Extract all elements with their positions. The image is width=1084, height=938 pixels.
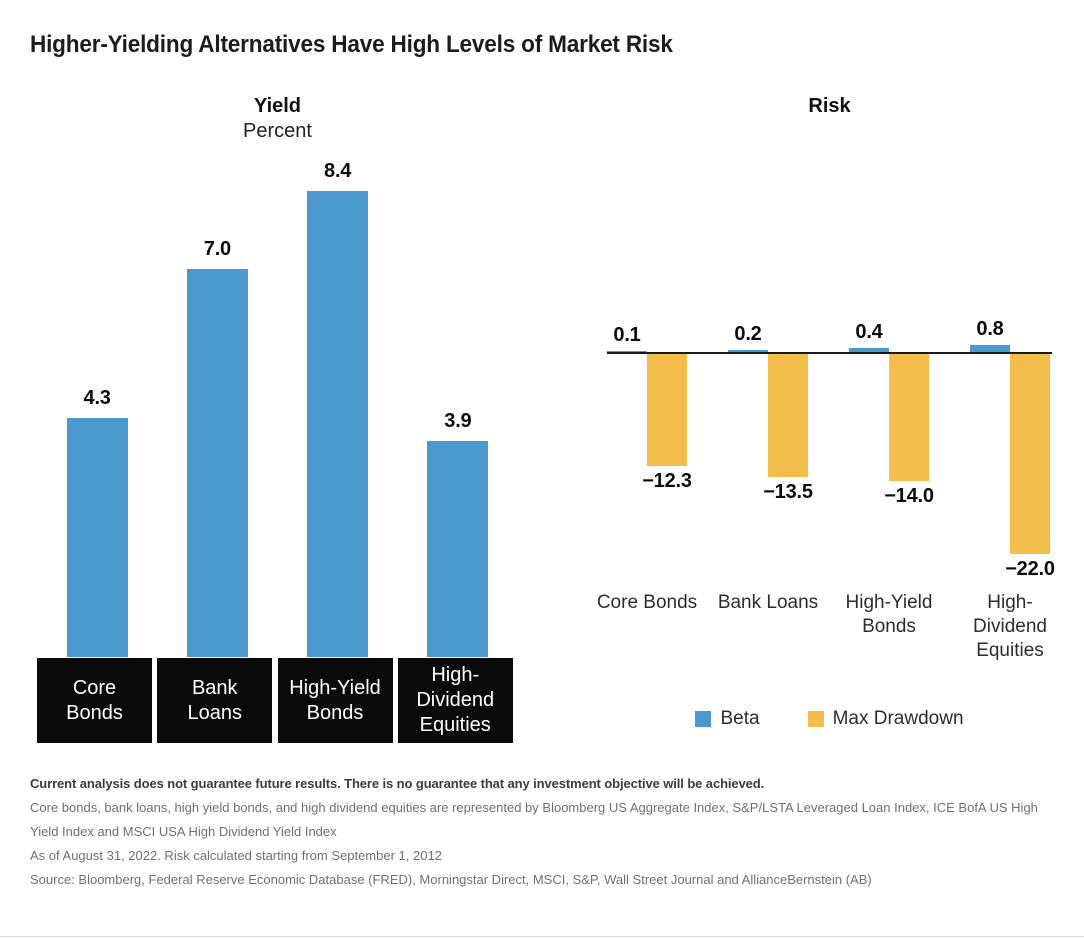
axis-zero-line [607, 352, 1052, 354]
bottom-divider [0, 936, 1084, 937]
legend-label: Max Drawdown [832, 708, 964, 729]
yield-bar [307, 190, 369, 657]
risk-category-label: Bank Loans [717, 592, 819, 613]
drawdown-value-label: −22.0 [1005, 558, 1055, 581]
legend-label: Beta [720, 708, 760, 729]
legend: Beta Max Drawdown [607, 708, 1052, 730]
yield-value-label: 8.4 [324, 159, 352, 182]
risk-chart-title: Risk [808, 95, 851, 117]
drawdown-bar [1010, 354, 1050, 555]
drawdown-value-label: −14.0 [884, 485, 934, 508]
beta-value-label: 0.1 [613, 323, 641, 346]
yield-bar [186, 268, 248, 657]
footnotes: Current analysis does not guarantee futu… [30, 772, 1062, 892]
drawdown-bar [647, 354, 687, 466]
footer-disclaimer: Current analysis does not guarantee futu… [30, 776, 765, 791]
risk-category-label: High- Dividend Equities [973, 592, 1047, 661]
drawdown-value-label: −12.3 [642, 469, 692, 492]
yield-bar [66, 418, 128, 657]
yield-value-label: 7.0 [203, 237, 231, 260]
beta-value-label: 0.4 [855, 321, 883, 344]
risk-category-label: High-Yield Bonds [845, 592, 933, 637]
yield-category-label: High- Dividend Equities [416, 664, 495, 736]
footer-asof-note: As of August 31, 2022. Risk calculated s… [30, 848, 442, 863]
beta-bar [728, 350, 768, 352]
risk-chart-heading: Risk [607, 94, 1052, 118]
legend-item-beta: Beta [695, 708, 760, 730]
legend-item-max-drawdown: Max Drawdown [807, 708, 964, 730]
yield-category-label: Core Bonds [66, 676, 123, 724]
yield-bar [427, 440, 489, 657]
drawdown-bar [768, 354, 808, 477]
drawdown-value-label: −13.5 [763, 480, 813, 503]
beta-bar [849, 348, 889, 352]
yield-chart-heading: Yield Percent [37, 94, 518, 144]
max-drawdown-swatch-icon [807, 711, 824, 727]
yield-category-box: Bank Loans [157, 658, 273, 743]
page-title: Higher-Yielding Alternatives Have High L… [30, 31, 673, 58]
beta-bar [970, 344, 1010, 352]
yield-chart-title: Yield [253, 95, 302, 117]
footer-indices-note: Core bonds, bank loans, high yield bonds… [30, 800, 1038, 839]
yield-category-label: High-Yield Bonds [289, 676, 381, 724]
yield-chart: Yield Percent 4.3 Core Bonds 7.0 Bank Loans 8.… [37, 88, 518, 748]
beta-swatch-icon [695, 711, 712, 727]
yield-category-box: High-Yield Bonds [277, 658, 393, 743]
yield-category-box: Core Bonds [37, 658, 152, 743]
footer-source: Source: Bloomberg, Federal Reserve Econo… [30, 872, 872, 887]
beta-value-label: 0.2 [734, 323, 762, 346]
risk-chart: Risk 0.1 −12.3 Core Bonds 0.2 −13.5 Bank Loan… [597, 88, 1055, 748]
yield-value-label: 4.3 [83, 387, 111, 410]
yield-chart-subtitle: Percent [243, 120, 312, 142]
beta-bar [607, 350, 647, 352]
risk-category-label: Core Bonds [596, 592, 698, 613]
yield-category-box: High- Dividend Equities [397, 658, 513, 743]
beta-value-label: 0.8 [976, 317, 1004, 340]
yield-value-label: 3.9 [444, 409, 472, 432]
yield-category-label: Bank Loans [187, 676, 243, 724]
drawdown-bar [889, 354, 929, 482]
